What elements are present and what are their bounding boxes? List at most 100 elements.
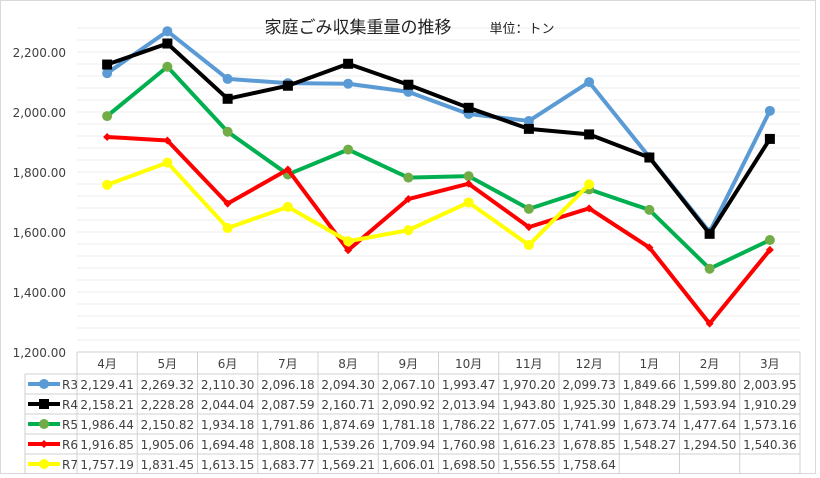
series-line-R6 (107, 134, 772, 326)
data-point-R4 (403, 79, 414, 90)
x-category-label: 7月 (278, 357, 298, 371)
x-category-label: 1月 (640, 357, 660, 371)
table-cell-value: 2,096.18 (261, 378, 314, 392)
data-point-R7 (162, 157, 173, 168)
legend-label: R5 (62, 418, 78, 432)
table-cell-value: 1,808.18 (261, 438, 314, 452)
table-cell-value: 1,874.69 (321, 418, 374, 432)
table-cell-value: 2,269.32 (141, 378, 194, 392)
y-tick-label: 2,000.00 (13, 106, 66, 120)
y-tick-label: 2,200.00 (13, 46, 66, 60)
table-cell-value: 1,556.55 (502, 458, 555, 472)
data-point-R6 (765, 245, 774, 254)
table-cell-value: 1,678.85 (562, 438, 615, 452)
data-point-R5 (102, 111, 113, 122)
data-point-R6 (163, 136, 172, 145)
y-tick-label: 1,200.00 (13, 346, 66, 360)
data-point-R4 (644, 152, 655, 163)
table-cell-value: 2,094.30 (321, 378, 374, 392)
x-category-label: 4月 (97, 357, 117, 371)
data-point-R7 (222, 223, 233, 234)
data-point-R6 (283, 165, 292, 174)
table-cell-value: 1,698.50 (442, 458, 495, 472)
data-point-R4 (584, 129, 595, 140)
table-cell-value: 1,986.44 (80, 418, 133, 432)
data-point-R7 (523, 240, 534, 251)
table-cell-value: 1,925.30 (562, 398, 615, 412)
data-point-R6 (645, 243, 654, 252)
chart-title: 家庭ごみ収集重量の推移 (265, 18, 452, 38)
data-point-R3 (162, 26, 173, 37)
table-cell-value: 1,781.18 (382, 418, 435, 432)
data-point-R5 (162, 61, 173, 72)
table-cell-value: 1,477.64 (683, 418, 736, 432)
table-cell-value: 1,606.01 (382, 458, 435, 472)
table-cell-value: 1,677.05 (502, 418, 555, 432)
table-cell-value: 2,158.21 (80, 398, 133, 412)
table-cell-value: 1,943.80 (502, 398, 555, 412)
table-cell-value: 2,090.92 (382, 398, 435, 412)
data-point-R6 (705, 319, 714, 328)
data-point-R5 (403, 172, 414, 183)
table-cell-value: 2,067.10 (382, 378, 435, 392)
data-point-R6 (585, 204, 594, 213)
table-cell-value: 1,673.74 (623, 418, 676, 432)
x-category-label: 6月 (218, 357, 238, 371)
table-cell-value: 1,540.36 (743, 438, 796, 452)
data-point-R7 (343, 236, 354, 247)
table-cell-value: 1,758.64 (562, 458, 615, 472)
data-point-R7 (102, 179, 113, 190)
data-point-R3 (102, 68, 113, 79)
data-point-R4 (343, 58, 354, 69)
data-point-R5 (644, 204, 655, 215)
table-cell-value: 1,757.19 (80, 458, 133, 472)
table-cell-value: 1,709.94 (382, 438, 435, 452)
data-point-R4 (463, 102, 474, 113)
table-cell-value: 1,683.77 (261, 458, 314, 472)
data-point-R5 (222, 126, 233, 137)
x-category-label: 10月 (455, 357, 482, 371)
data-point-R7 (282, 201, 293, 212)
data-point-R3 (343, 78, 354, 89)
chart-unit: 単位：トン (489, 21, 554, 37)
data-point-R5 (523, 203, 534, 214)
data-point-R3 (584, 77, 595, 88)
y-tick-label: 1,400.00 (13, 286, 66, 300)
data-point-R7 (403, 225, 414, 236)
table-cell-value: 1,294.50 (683, 438, 736, 452)
data-point-R6 (344, 246, 353, 255)
table-cell-value: 1,831.45 (141, 458, 194, 472)
data-point-R6 (404, 195, 413, 204)
table-cell-value: 2,003.95 (743, 378, 796, 392)
x-category-label: 9月 (399, 357, 419, 371)
data-point-R4 (764, 133, 775, 144)
x-category-label: 5月 (158, 357, 178, 371)
data-point-R3 (764, 105, 775, 116)
series-line-R4 (106, 41, 772, 236)
table-cell-value: 1,849.66 (623, 378, 676, 392)
legend-key-marker (39, 419, 49, 429)
data-point-R4 (222, 93, 233, 104)
table-cell-value: 2,228.28 (141, 398, 194, 412)
table-cell-value: 1,910.29 (743, 398, 796, 412)
table-cell-value: 1,593.94 (683, 398, 736, 412)
table-cell-value: 2,150.82 (141, 418, 194, 432)
data-point-R6 (103, 132, 112, 141)
table-cell-value: 1,616.23 (502, 438, 555, 452)
table-cell-value: 2,013.94 (442, 398, 495, 412)
legend-key-marker (39, 459, 49, 469)
y-tick-label: 1,600.00 (13, 226, 66, 240)
legend-key-marker (39, 399, 49, 409)
data-point-R7 (584, 179, 595, 190)
table-cell-value: 2,099.73 (562, 378, 615, 392)
table-cell-value: 1,694.48 (201, 438, 254, 452)
table-cell-value: 1,573.16 (743, 418, 796, 432)
data-point-R4 (162, 38, 173, 49)
legend-key-marker (40, 440, 48, 448)
x-category-label: 2月 (700, 357, 720, 371)
table-cell-value: 1,970.20 (502, 378, 555, 392)
y-tick-label: 1,800.00 (13, 166, 66, 180)
x-category-label: 8月 (338, 357, 358, 371)
legend-label: R4 (62, 398, 78, 412)
